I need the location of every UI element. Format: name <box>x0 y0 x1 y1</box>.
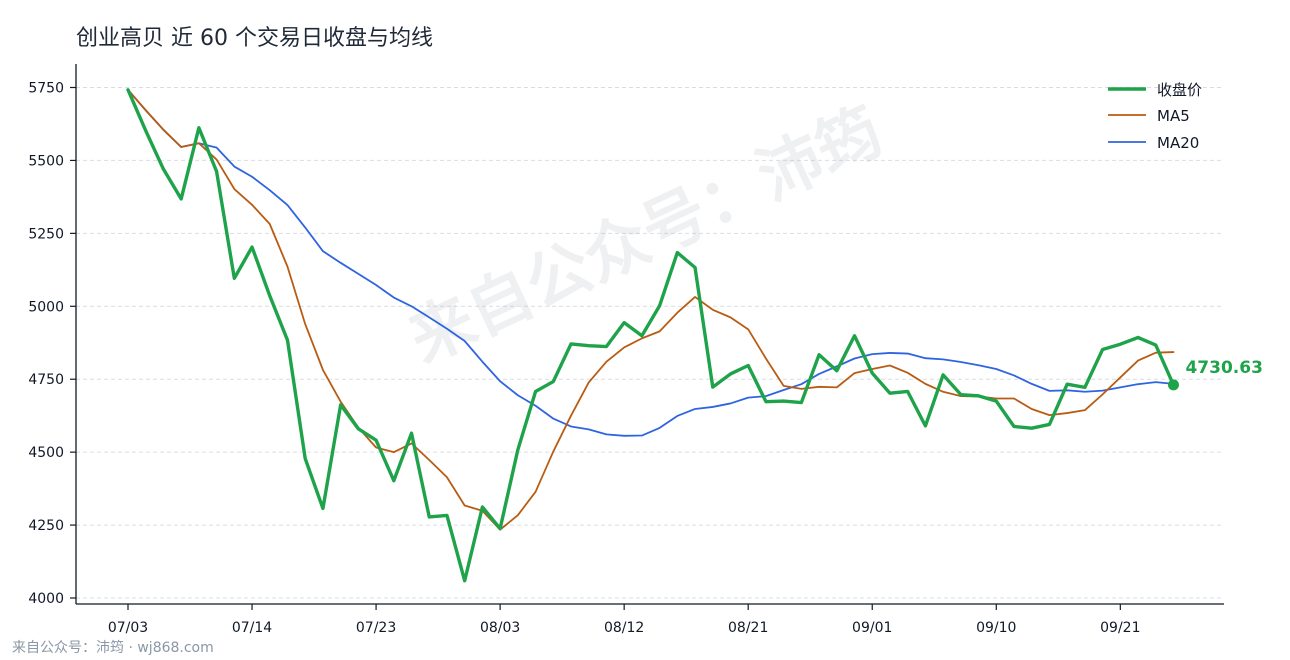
legend-label-ma20: MA20 <box>1157 134 1199 152</box>
y-tick-label-4250: 4250 <box>28 518 64 534</box>
y-tick-label-4750: 4750 <box>28 372 64 388</box>
legend: 收盘价 MA5 MA20 <box>1108 81 1202 152</box>
x-tick-label-07/14: 07/14 <box>232 620 272 636</box>
series-line-1 <box>127 88 1175 531</box>
legend-label-ma5: MA5 <box>1157 107 1190 125</box>
x-tick-label-07/23: 07/23 <box>356 620 396 636</box>
y-tick-label-5500: 5500 <box>28 153 64 169</box>
footer-source: 来自公众号：沛筠 · wj868.com <box>12 640 214 656</box>
y-tick-label-4000: 4000 <box>28 591 64 607</box>
last-close-marker <box>1167 379 1179 391</box>
legend-label-close: 收盘价 <box>1157 81 1202 99</box>
y-tick-label-4500: 4500 <box>28 445 64 461</box>
x-tick-label-08/21: 08/21 <box>728 620 768 636</box>
x-tick-label-09/10: 09/10 <box>976 620 1016 636</box>
grid-lines <box>76 87 1224 599</box>
watermark: 来自公众号：沛筠 <box>398 94 893 377</box>
x-tick-label-08/03: 08/03 <box>480 620 520 636</box>
y-tick-label-5750: 5750 <box>28 81 64 97</box>
x-tick-label-08/12: 08/12 <box>604 620 644 636</box>
chart-title: 创业高贝 近 60 个交易日收盘与均线 <box>76 26 433 51</box>
axes <box>75 64 1224 605</box>
y-tick-label-5250: 5250 <box>28 226 64 242</box>
x-tick-label-07/03: 07/03 <box>108 620 148 636</box>
series-lines <box>126 88 1176 583</box>
annotations: 4730.63 <box>1167 358 1263 391</box>
y-tick-label-5000: 5000 <box>28 299 64 315</box>
x-tick-label-09/01: 09/01 <box>852 620 892 636</box>
last-close-label: 4730.63 <box>1185 358 1262 378</box>
series-line-2 <box>127 88 1175 437</box>
series-line-0 <box>126 88 1176 583</box>
x-axis-ticks: 07/03 07/14 07/23 08/03 08/12 08/21 09/01 09/10… <box>108 604 1140 636</box>
x-tick-label-09/21: 09/21 <box>1100 620 1140 636</box>
y-axis-ticks: 4000 4250 4500 4750 5000 5250 5500 5750 <box>28 81 76 607</box>
